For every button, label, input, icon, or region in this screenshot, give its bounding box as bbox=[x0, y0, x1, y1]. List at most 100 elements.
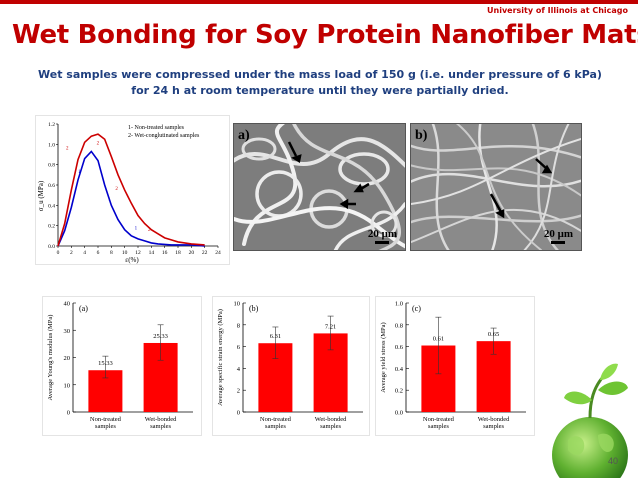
sem-b-fibers bbox=[411, 124, 581, 250]
x-tick-label: 8 bbox=[110, 250, 113, 256]
y-tick-label: 0.8 bbox=[395, 322, 403, 329]
sem-a-fibers bbox=[234, 124, 405, 250]
y-tick-label: 4 bbox=[237, 366, 241, 373]
sem-image-b: b) 20 μm bbox=[410, 123, 582, 251]
sem-image-a: a) 20 μm bbox=[233, 123, 406, 251]
x-tick-label: 10 bbox=[122, 250, 128, 256]
y-tick-label: 0.0 bbox=[395, 410, 403, 417]
y-tick-label: 0.4 bbox=[48, 203, 55, 209]
y-tick-label: 0 bbox=[237, 410, 240, 417]
series-line-1 bbox=[57, 150, 205, 247]
legend-line-1: 1- Non-treated samples bbox=[128, 125, 185, 131]
panel-label: (a) bbox=[79, 304, 88, 313]
bar-chart-a-svg: 0 10 20 30 40 Average Young's modulus (MPa) (a… bbox=[47, 301, 193, 430]
y-tick-label: 10 bbox=[234, 301, 241, 308]
y-tick-label: 1.0 bbox=[395, 301, 403, 308]
y-axis-label: Average specific strain energy (MPa) bbox=[217, 309, 224, 406]
y-tick-label: 0.2 bbox=[395, 388, 403, 395]
category-label: samples bbox=[320, 423, 341, 430]
bar-chart-youngs-modulus: 0 10 20 30 40 Average Young's modulus (MPa) (a… bbox=[42, 296, 202, 436]
y-tick-label: 0.8 bbox=[48, 163, 55, 169]
category-label: Wet-bonded bbox=[145, 416, 177, 423]
x-tick-label: 4 bbox=[83, 250, 86, 256]
category-label: samples bbox=[428, 423, 449, 430]
x-tick-label: 2 bbox=[70, 250, 73, 256]
sem-b-scale-bar: 20 μm bbox=[544, 228, 573, 244]
x-tick-label: 0 bbox=[57, 250, 60, 256]
y-tick-label: 0.6 bbox=[48, 183, 55, 189]
category-label: Non-treated bbox=[260, 416, 292, 423]
data-label: 0.61 bbox=[433, 336, 444, 343]
x-tick-label: 14 bbox=[149, 250, 155, 256]
y-tick-label: 6 bbox=[237, 344, 241, 351]
category-label: samples bbox=[150, 423, 171, 430]
bar-chart-yield-stress: 0.0 0.2 0.4 0.6 0.8 1.0 Average yield stress (… bbox=[375, 296, 535, 436]
y-tick-label: 0.4 bbox=[395, 366, 404, 373]
sem-b-label: b) bbox=[415, 128, 428, 143]
data-label: 15.33 bbox=[98, 360, 113, 367]
stress-strain-chart: 1- Non-treated samples 2- Wet-conglutina… bbox=[35, 115, 230, 265]
sem-a-scale-label: 20 μm bbox=[367, 228, 397, 240]
stress-strain-svg: 1- Non-treated samples 2- Wet-conglutina… bbox=[37, 122, 221, 264]
y-tick-label: 0.6 bbox=[395, 344, 404, 351]
x-tick-label: 18 bbox=[175, 250, 181, 256]
x-axis-label: ε(%) bbox=[125, 256, 139, 264]
category-label: samples bbox=[483, 423, 504, 430]
page-number: 40 bbox=[607, 456, 618, 466]
series-1-marker: 1 bbox=[78, 170, 81, 175]
y-axis-label: Average yield stress (MPa) bbox=[380, 322, 387, 392]
y-tick-label: 0 bbox=[67, 410, 70, 417]
series-1-marker: 1 bbox=[108, 197, 111, 202]
sem-a-label: a) bbox=[238, 128, 250, 143]
category-label: samples bbox=[95, 423, 116, 430]
category-label: Non-treated bbox=[90, 416, 122, 423]
x-tick-label: 6 bbox=[97, 250, 100, 256]
subtitle-line-2: for 24 h at room temperature until they … bbox=[131, 84, 509, 97]
series-1-marker: 1 bbox=[135, 227, 138, 232]
x-tick-label: 16 bbox=[162, 250, 168, 256]
sem-a-scale-bar: 20 μm bbox=[368, 228, 397, 244]
x-tick-label: 12 bbox=[135, 250, 141, 256]
university-name: University of Illinois at Chicago bbox=[487, 6, 628, 15]
globe-plant-icon bbox=[552, 363, 628, 478]
bar-chart-b-svg: 0 2 4 6 8 10 Average specific strain energy (M… bbox=[217, 301, 363, 430]
legend-line-2: 2- Wet-conglutinated samples bbox=[128, 133, 200, 139]
y-tick-label: 10 bbox=[64, 382, 71, 389]
series-2-marker: 2 bbox=[66, 146, 69, 151]
slide-title: Wet Bonding for Soy Protein Nanofiber Ma… bbox=[12, 20, 638, 50]
bar-chart-strain-energy: 0 2 4 6 8 10 Average specific strain energy (M… bbox=[212, 296, 370, 436]
category-label: samples bbox=[265, 423, 286, 430]
series-2-marker: 2 bbox=[148, 228, 151, 233]
series-line-2 bbox=[57, 133, 205, 247]
x-tick-label: 24 bbox=[215, 250, 221, 256]
data-label: 0.65 bbox=[488, 331, 499, 338]
y-axis-label: Average Young's modulus (MPa) bbox=[47, 315, 54, 401]
x-tick-label: 22 bbox=[202, 250, 208, 256]
slide-subtitle: Wet samples were compressed under the ma… bbox=[30, 67, 610, 99]
category-label: Wet-bonded bbox=[478, 416, 510, 423]
bar-chart-c-svg: 0.0 0.2 0.4 0.6 0.8 1.0 Average yield stress (… bbox=[380, 301, 526, 430]
y-tick-label: 1.2 bbox=[48, 122, 55, 128]
y-tick-label: 0.2 bbox=[48, 224, 55, 230]
panel-label: (c) bbox=[412, 304, 421, 313]
sem-b-scale-label: 20 μm bbox=[543, 228, 573, 240]
panel-label: (b) bbox=[249, 304, 259, 313]
y-axis-label: σ_u (MPa) bbox=[37, 180, 45, 211]
y-tick-label: 0.0 bbox=[48, 244, 55, 250]
y-tick-label: 30 bbox=[64, 328, 71, 335]
x-tick-label: 20 bbox=[189, 250, 195, 256]
data-label: 25.33 bbox=[153, 333, 168, 340]
series-2-marker: 2 bbox=[115, 187, 118, 192]
y-tick-label: 8 bbox=[237, 322, 240, 329]
y-tick-label: 1.0 bbox=[48, 142, 55, 148]
y-tick-label: 20 bbox=[64, 355, 71, 362]
data-label: 6.31 bbox=[270, 333, 281, 340]
y-tick-label: 2 bbox=[237, 388, 240, 395]
top-accent-bar bbox=[0, 0, 638, 4]
data-label: 7.21 bbox=[325, 323, 336, 330]
category-label: Wet-bonded bbox=[315, 416, 347, 423]
series-2-marker: 2 bbox=[97, 141, 100, 146]
category-label: Non-treated bbox=[423, 416, 455, 423]
y-tick-label: 40 bbox=[64, 301, 71, 308]
subtitle-line-1: Wet samples were compressed under the ma… bbox=[38, 68, 602, 81]
